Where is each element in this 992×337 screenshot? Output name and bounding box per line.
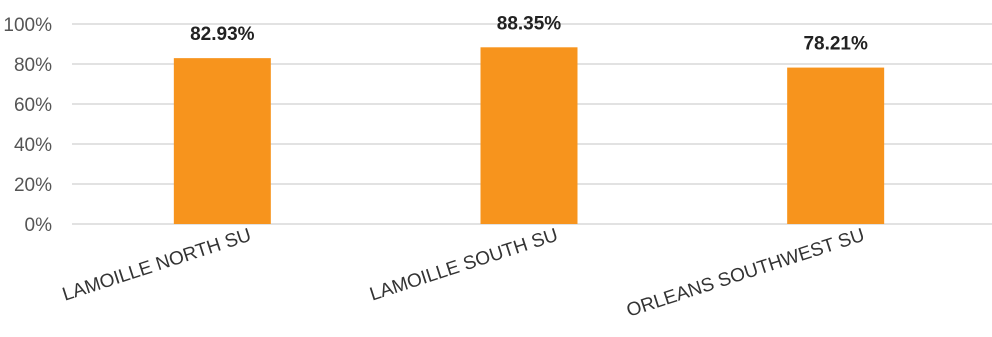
x-axis-labels: LAMOILLE NORTH SU LAMOILLE SOUTH SU ORLEAN… (60, 225, 867, 322)
bars (173, 47, 885, 224)
y-tick-label: 100% (3, 15, 52, 36)
x-category-label: ORLEANS SOUTHWEST SU (624, 225, 867, 322)
y-tick-label: 60% (14, 95, 52, 116)
x-category-label: LAMOILLE NORTH SU (60, 225, 254, 306)
y-tick-label: 20% (14, 175, 52, 196)
data-label: 82.93% (190, 24, 255, 45)
data-label: 78.21% (803, 34, 868, 55)
y-tick-label: 80% (14, 55, 52, 76)
y-axis-ticks: 0% 20% 40% 60% 80% 100% (3, 15, 52, 236)
bar (480, 47, 578, 224)
y-tick-label: 0% (25, 215, 53, 236)
bar (787, 67, 885, 224)
x-category-label: LAMOILLE SOUTH SU (367, 225, 560, 306)
data-label: 88.35% (497, 13, 562, 34)
bar (173, 58, 271, 224)
y-tick-label: 40% (14, 135, 52, 156)
data-labels: 82.93% 88.35% 78.21% (190, 13, 868, 54)
